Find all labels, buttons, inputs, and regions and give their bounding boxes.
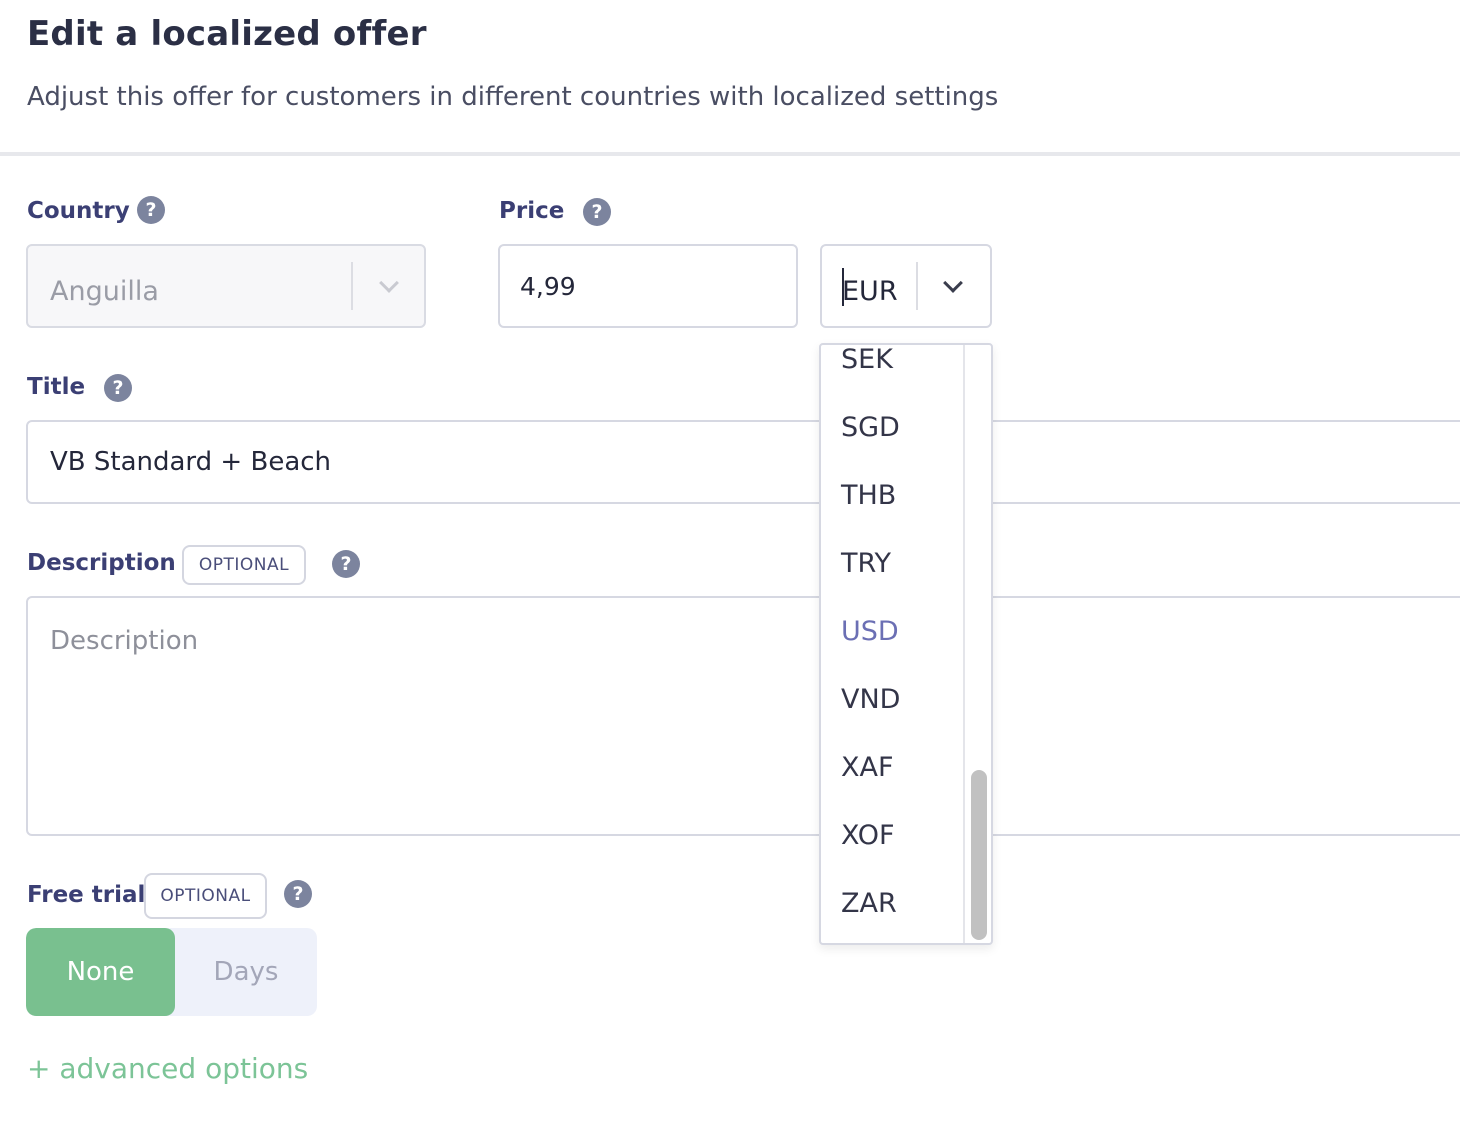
page-subtitle: Adjust this offer for customers in diffe… [27,82,999,112]
description-help-icon[interactable]: ? [332,550,360,578]
country-help-icon[interactable]: ? [137,196,165,224]
currency-option-sek[interactable]: SEK [841,344,893,375]
currency-option-usd[interactable]: USD [841,616,899,647]
trial-option-days[interactable]: Days [213,957,279,987]
header-divider [0,152,1460,156]
currency-option-xaf[interactable]: XAF [841,752,894,783]
currency-select[interactable]: EUR [820,244,992,328]
description-optional-badge: OPTIONAL [182,545,306,585]
currency-dropdown-menu: SEK SGD THB TRY USD VND XAF XOF ZAR [819,343,993,945]
title-help-icon[interactable]: ? [104,374,132,402]
free-trial-help-icon[interactable]: ? [284,880,312,908]
price-label: Price [499,198,565,224]
currency-value: EUR [842,276,898,307]
description-label: Description [27,550,176,576]
currency-option-sgd[interactable]: SGD [841,412,900,443]
price-help-icon[interactable]: ? [583,198,611,226]
free-trial-label: Free trial [27,882,146,908]
title-label: Title [27,374,86,400]
free-trial-toggle: Days None [26,928,317,1016]
page-title: Edit a localized offer [27,14,427,54]
free-trial-optional-badge: OPTIONAL [144,873,267,919]
price-input[interactable]: 4,99 [498,244,798,328]
currency-option-try[interactable]: TRY [841,548,892,579]
description-placeholder: Description [50,626,199,656]
chevron-down-icon[interactable] [943,273,963,293]
currency-option-thb[interactable]: THB [841,480,897,511]
currency-option-vnd[interactable]: VND [841,684,901,715]
trial-option-none[interactable]: None [26,928,175,1016]
chevron-down-icon [379,273,399,293]
title-input[interactable]: VB Standard + Beach [26,420,1460,504]
text-caret [842,268,844,306]
dropdown-scrollbar[interactable] [971,770,987,940]
country-label: Country [27,198,130,224]
advanced-options-link[interactable]: + advanced options [27,1052,309,1085]
currency-option-zar[interactable]: ZAR [841,888,897,919]
currency-option-xof[interactable]: XOF [841,820,895,851]
country-value: Anguilla [50,276,159,307]
currency-select-separator [916,262,918,310]
description-textarea[interactable]: Description [26,596,1460,836]
country-select: Anguilla [26,244,426,328]
dropdown-scroll-track [963,345,965,943]
country-select-separator [351,262,353,310]
